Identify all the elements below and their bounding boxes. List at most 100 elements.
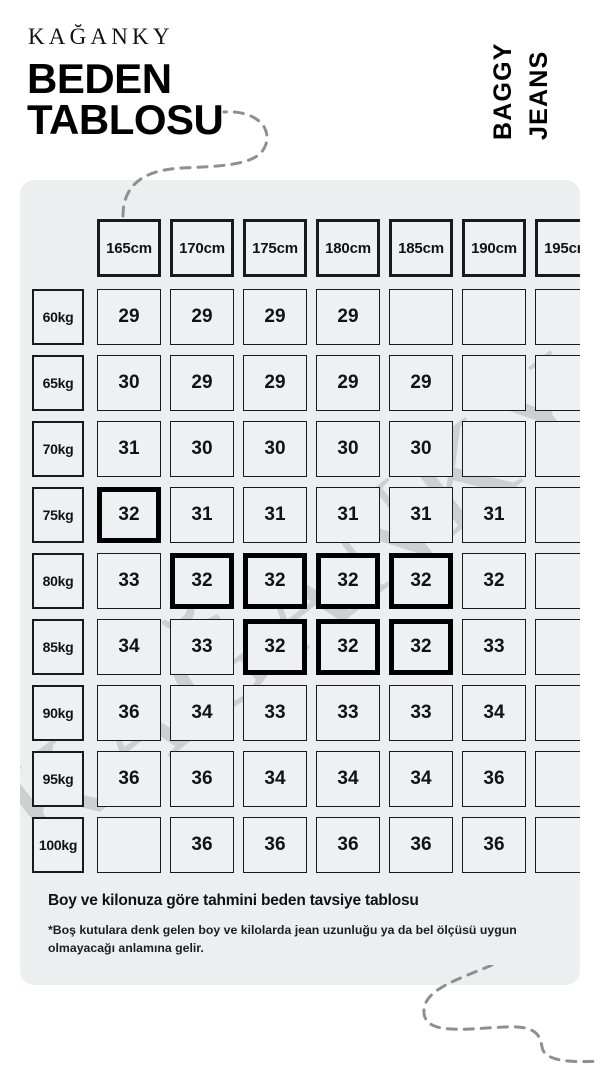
size-cell xyxy=(389,289,453,345)
column-header-cell: 185cm xyxy=(389,219,453,277)
row-header-cell: 80kg xyxy=(32,553,84,609)
size-cell: 36 xyxy=(170,751,234,807)
size-cell: 36 xyxy=(389,817,453,873)
size-cell: 31 xyxy=(243,487,307,543)
size-cell: 31 xyxy=(97,421,161,477)
size-cell: 34 xyxy=(97,619,161,675)
size-cell: 33 xyxy=(170,619,234,675)
size-cell: 29 xyxy=(243,289,307,345)
size-cell: 36 xyxy=(97,685,161,741)
size-cell xyxy=(535,355,580,411)
size-cell xyxy=(97,817,161,873)
size-cell: 31 xyxy=(316,487,380,543)
table-row: 65kg 30 29 29 29 29 xyxy=(20,350,580,416)
size-cell: 32 xyxy=(389,619,453,675)
table-row: 80kg 33 32 32 32 32 32 xyxy=(20,548,580,614)
size-cell: 29 xyxy=(316,289,380,345)
caption-heading: Boy ve kilonuza göre tahmini beden tavsi… xyxy=(48,892,419,909)
row-header-cell: 65kg xyxy=(32,355,84,411)
table-row: 75kg 32 31 31 31 31 31 xyxy=(20,482,580,548)
table-row: 70kg 31 30 30 30 30 xyxy=(20,416,580,482)
column-header-cell: 175cm xyxy=(243,219,307,277)
size-cell: 34 xyxy=(243,751,307,807)
size-cell: 36 xyxy=(462,817,526,873)
column-header-cell: 170cm xyxy=(170,219,234,277)
category-line-baggy: BAGGY xyxy=(489,42,517,140)
size-cell: 36 xyxy=(316,817,380,873)
brand-logo: KAĞANKY xyxy=(28,24,174,49)
size-cell: 36 xyxy=(462,751,526,807)
size-cell xyxy=(535,817,580,873)
page-header: KAĞANKY BEDEN TABLOSU BAGGY JEANS xyxy=(0,0,600,175)
size-cell: 29 xyxy=(170,289,234,345)
size-cell xyxy=(462,421,526,477)
size-cell: 29 xyxy=(243,355,307,411)
size-cell: 36 xyxy=(97,751,161,807)
size-cell: 36 xyxy=(170,817,234,873)
size-cell: 34 xyxy=(170,685,234,741)
size-cell: 31 xyxy=(170,487,234,543)
column-header-cell: 195cm xyxy=(535,219,580,277)
size-cell: 30 xyxy=(170,421,234,477)
size-cell xyxy=(535,289,580,345)
size-cell: 30 xyxy=(316,421,380,477)
size-cell xyxy=(462,289,526,345)
row-header-cell: 85kg xyxy=(32,619,84,675)
size-cell: 29 xyxy=(170,355,234,411)
size-cell: 32 xyxy=(389,553,453,609)
category-line-jeans: JEANS xyxy=(525,50,553,140)
size-cell: 36 xyxy=(243,817,307,873)
row-header-cell: 70kg xyxy=(32,421,84,477)
size-cell xyxy=(535,553,580,609)
size-cell: 33 xyxy=(462,619,526,675)
size-cell: 32 xyxy=(316,619,380,675)
caption-footnote: *Boş kutulara denk gelen boy ve kilolard… xyxy=(48,923,517,956)
table-row: 85kg 34 33 32 32 32 33 xyxy=(20,614,580,680)
size-cell: 34 xyxy=(389,751,453,807)
size-cell: 29 xyxy=(389,355,453,411)
row-header-cell: 60kg xyxy=(32,289,84,345)
table-header-row: 165cm170cm175cm180cm185cm190cm195cm xyxy=(20,212,580,284)
column-header-cell: 190cm xyxy=(462,219,526,277)
table-row: 100kg 36 36 36 36 36 xyxy=(20,812,580,878)
size-cell: 32 xyxy=(170,553,234,609)
size-cell: 32 xyxy=(462,553,526,609)
size-chart-panel: KAĞANKY 165cm170cm175cm180cm185cm190cm19… xyxy=(20,180,580,985)
row-header-cell: 75kg xyxy=(32,487,84,543)
size-cell: 32 xyxy=(316,553,380,609)
size-cell xyxy=(535,421,580,477)
size-cell: 33 xyxy=(97,553,161,609)
table-row: 90kg 36 34 33 33 33 34 xyxy=(20,680,580,746)
size-cell: 33 xyxy=(389,685,453,741)
table-row: 95kg 36 36 34 34 34 36 xyxy=(20,746,580,812)
product-category: BAGGY JEANS xyxy=(489,18,582,140)
size-cell: 29 xyxy=(97,289,161,345)
size-cell: 34 xyxy=(316,751,380,807)
row-header-cell: 100kg xyxy=(32,817,84,873)
row-header-cell: 95kg xyxy=(32,751,84,807)
size-cell xyxy=(462,355,526,411)
size-cell xyxy=(535,751,580,807)
row-header-cell: 90kg xyxy=(32,685,84,741)
size-cell: 29 xyxy=(316,355,380,411)
size-cell: 33 xyxy=(316,685,380,741)
size-cell: 32 xyxy=(243,553,307,609)
size-cell: 32 xyxy=(97,487,161,543)
caption-block: Boy ve kilonuza göre tahmini beden tavsi… xyxy=(20,878,580,958)
size-chart-grid: 165cm170cm175cm180cm185cm190cm195cm 60kg… xyxy=(20,180,580,878)
table-row: 60kg 29 29 29 29 xyxy=(20,284,580,350)
column-header-cell: 180cm xyxy=(316,219,380,277)
page-title: BEDEN TABLOSU xyxy=(27,55,224,144)
size-cell: 34 xyxy=(462,685,526,741)
size-cell: 31 xyxy=(462,487,526,543)
size-cell: 31 xyxy=(389,487,453,543)
size-cell: 32 xyxy=(243,619,307,675)
size-cell: 30 xyxy=(243,421,307,477)
column-header-cell: 165cm xyxy=(97,219,161,277)
size-cell xyxy=(535,685,580,741)
size-cell: 33 xyxy=(243,685,307,741)
size-cell xyxy=(535,619,580,675)
size-cell: 30 xyxy=(97,355,161,411)
size-cell xyxy=(535,487,580,543)
size-cell: 30 xyxy=(389,421,453,477)
